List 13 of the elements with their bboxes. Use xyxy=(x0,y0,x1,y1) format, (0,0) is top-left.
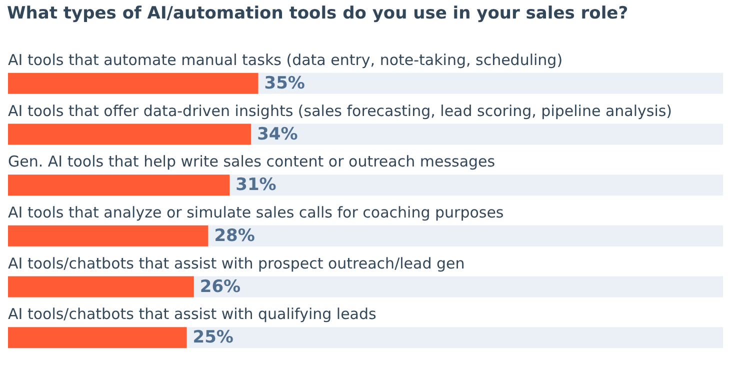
data-label: 31% xyxy=(236,175,276,196)
y-tick-label: Gen. AI tools that help write sales content or outreach messages xyxy=(8,152,496,171)
y-tick-label: AI tools that offer data-driven insights (sales forecasting, lead scoring, pipeline analysis) xyxy=(8,102,672,120)
data-label: 35% xyxy=(264,73,305,94)
data-label: 28% xyxy=(214,226,255,246)
chart-title: What types of AI/automation tools do you use in your sales role? xyxy=(7,4,628,24)
y-tick-label: AI tools/chatbots that assist with prospect outreach/lead gen xyxy=(8,254,465,272)
y-tick-label: AI tools/chatbots that assist with qualifying leads xyxy=(8,305,377,324)
data-label: 25% xyxy=(192,328,234,348)
data-label: 34% xyxy=(257,124,298,144)
y-tick-label: AI tools that automate manual tasks (data entry, note-taking, scheduling) xyxy=(8,50,563,69)
y-tick-label: AI tools that analyze or simulate sales calls for coaching purposes xyxy=(8,203,504,222)
data-label: 26% xyxy=(200,276,241,297)
